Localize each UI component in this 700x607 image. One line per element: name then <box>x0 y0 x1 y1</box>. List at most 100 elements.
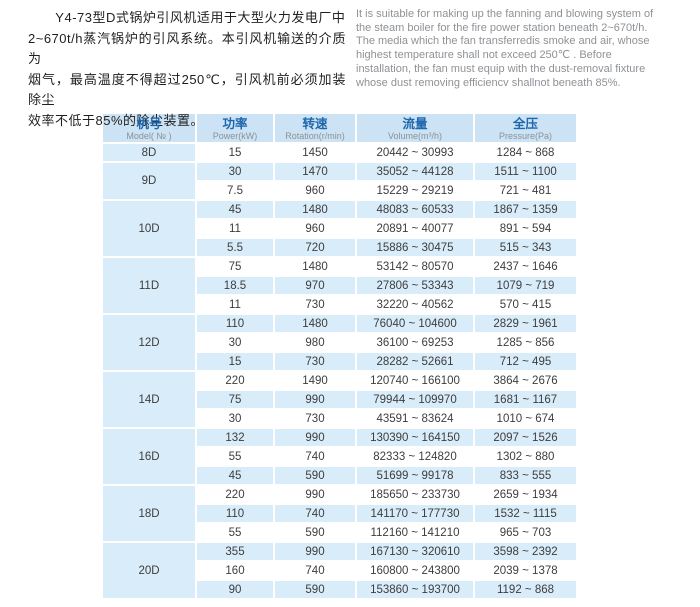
spec-cell-power: 30 <box>197 410 273 427</box>
column-header-zh: 转速 <box>302 116 328 131</box>
spec-cell-rotation: 1480 <box>275 258 355 275</box>
table-row: 75 990 79944 ~ 109970 1681 ~ 1167 <box>103 391 576 408</box>
spec-cell-pressure: 1284 ~ 868 <box>475 144 576 161</box>
table-row: 12D 110 1480 76040 ~ 104600 2829 ~ 1961 <box>103 315 576 370</box>
spec-cell-pressure: 3864 ~ 2676 <box>475 372 576 389</box>
spec-cell-pressure: 2097 ~ 1526 <box>475 429 576 446</box>
column-header-en: Power(kW) <box>212 130 258 141</box>
spec-cell-volume: 153860 ~ 193700 <box>357 581 473 598</box>
spec-cell-volume: 15886 ~ 30475 <box>357 239 473 256</box>
spec-cell-volume: 141170 ~ 177730 <box>357 505 473 522</box>
column-header-en: Volume(m³/h) <box>387 130 442 141</box>
spec-cell-volume: 48083 ~ 60533 <box>357 201 473 218</box>
column-header-zh: 流量 <box>402 116 428 131</box>
spec-cell-power: 11 <box>197 296 273 313</box>
table-row: 14D 220 1490 120740 ~ 166100 3864 ~ 2676 <box>103 372 576 427</box>
intro-paragraph-english: It is suitable for making up the fanning… <box>356 8 654 89</box>
table-row: 18.5 970 27806 ~ 53343 1079 ~ 719 <box>103 277 576 294</box>
table-row: 18D 220 990 185650 ~ 233730 2659 ~ 1934 <box>103 486 576 541</box>
table-row: 10D 45 1480 48083 ~ 60533 1867 ~ 1359 <box>103 201 576 256</box>
column-header-zh: 功率 <box>222 116 248 131</box>
model-cell: 11D <box>103 258 195 313</box>
spec-cell-power: 55 <box>197 524 273 541</box>
spec-cell-rotation: 1480 <box>275 201 355 218</box>
table-row: 9D 30 1470 35052 ~ 44128 1511 ~ 1100 <box>103 163 576 199</box>
spec-cell-volume: 35052 ~ 44128 <box>357 163 473 180</box>
model-cell: 10D <box>103 201 195 256</box>
spec-cell-volume: 167130 ~ 320610 <box>357 543 473 560</box>
spec-cell-power: 110 <box>197 315 273 332</box>
column-header-power: 功率 Power(kW) <box>197 114 273 142</box>
model-cell: 14D <box>103 372 195 427</box>
spec-cell-rotation: 1480 <box>275 315 355 332</box>
spec-cell-power: 220 <box>197 486 273 503</box>
table-row: 30 980 36100 ~ 69253 1285 ~ 856 <box>103 334 576 351</box>
spec-cell-pressure: 721 ~ 481 <box>475 182 576 199</box>
spec-cell-pressure: 3598 ~ 2392 <box>475 543 576 560</box>
spec-cell-power: 132 <box>197 429 273 446</box>
spec-cell-power: 7.5 <box>197 182 273 199</box>
column-header-zh: 全压 <box>512 116 538 131</box>
spec-cell-rotation: 740 <box>275 505 355 522</box>
spec-cell-pressure: 1532 ~ 1115 <box>475 505 576 522</box>
spec-cell-rotation: 990 <box>275 486 355 503</box>
spec-cell-power: 15 <box>197 144 273 161</box>
spec-cell-pressure: 712 ~ 495 <box>475 353 576 370</box>
spec-cell-volume: 185650 ~ 233730 <box>357 486 473 503</box>
spec-cell-rotation: 970 <box>275 277 355 294</box>
spec-cell-rotation: 590 <box>275 581 355 598</box>
spec-cell-rotation: 990 <box>275 391 355 408</box>
spec-cell-pressure: 1681 ~ 1167 <box>475 391 576 408</box>
table-row: 11 960 20891 ~ 40077 891 ~ 594 <box>103 220 576 237</box>
spec-cell-power: 5.5 <box>197 239 273 256</box>
spec-cell-power: 18.5 <box>197 277 273 294</box>
model-cell: 8D <box>103 144 195 161</box>
table-row: 11D 75 1480 53142 ~ 80570 2437 ~ 1646 <box>103 258 576 313</box>
spec-cell-pressure: 1079 ~ 719 <box>475 277 576 294</box>
spec-cell-rotation: 990 <box>275 543 355 560</box>
spec-cell-power: 45 <box>197 467 273 484</box>
spec-cell-rotation: 740 <box>275 562 355 579</box>
column-header-rotation: 转速 Rotation(r/min) <box>275 114 355 142</box>
spec-cell-power: 55 <box>197 448 273 465</box>
column-header-pressure: 全压 Pressure(Pa) <box>475 114 576 142</box>
spec-cell-power: 160 <box>197 562 273 579</box>
spec-cell-power: 75 <box>197 391 273 408</box>
spec-table-head: 机号 Model( № ) 功率 Power(kW) 转速 Rotation(r/min)… <box>103 114 576 142</box>
spec-cell-pressure: 1302 ~ 880 <box>475 448 576 465</box>
column-header-en: Rotation(r/min) <box>285 130 345 141</box>
spec-cell-pressure: 2659 ~ 1934 <box>475 486 576 503</box>
spec-cell-power: 45 <box>197 201 273 218</box>
spec-cell-power: 30 <box>197 334 273 351</box>
spec-cell-power: 90 <box>197 581 273 598</box>
spec-cell-volume: 43591 ~ 83624 <box>357 410 473 427</box>
fan-spec-table: 机号 Model( № ) 功率 Power(kW) 转速 Rotation(r/min)… <box>101 112 578 600</box>
model-cell: 12D <box>103 315 195 370</box>
table-row: 15 730 28282 ~ 52661 712 ~ 495 <box>103 353 576 370</box>
spec-cell-rotation: 960 <box>275 182 355 199</box>
spec-cell-pressure: 2829 ~ 1961 <box>475 315 576 332</box>
table-row: 55 590 112160 ~ 141210 965 ~ 703 <box>103 524 576 541</box>
spec-cell-rotation: 730 <box>275 296 355 313</box>
spec-cell-rotation: 990 <box>275 429 355 446</box>
spec-cell-volume: 76040 ~ 104600 <box>357 315 473 332</box>
column-header-en: Pressure(Pa) <box>498 130 552 141</box>
spec-cell-pressure: 891 ~ 594 <box>475 220 576 237</box>
spec-cell-rotation: 730 <box>275 410 355 427</box>
spec-cell-volume: 27806 ~ 53343 <box>357 277 473 294</box>
spec-cell-pressure: 1010 ~ 674 <box>475 410 576 427</box>
table-row: 30 730 43591 ~ 83624 1010 ~ 674 <box>103 410 576 427</box>
spec-cell-power: 110 <box>197 505 273 522</box>
spec-cell-pressure: 515 ~ 343 <box>475 239 576 256</box>
spec-cell-power: 75 <box>197 258 273 275</box>
spec-cell-power: 15 <box>197 353 273 370</box>
table-row: 11 730 32220 ~ 40562 570 ~ 415 <box>103 296 576 313</box>
spec-cell-volume: 112160 ~ 141210 <box>357 524 473 541</box>
spec-cell-pressure: 2039 ~ 1378 <box>475 562 576 579</box>
spec-cell-volume: 130390 ~ 164150 <box>357 429 473 446</box>
spec-cell-pressure: 1867 ~ 1359 <box>475 201 576 218</box>
column-header-en: Model( № ) <box>126 130 172 141</box>
spec-cell-volume: 15229 ~ 29219 <box>357 182 473 199</box>
table-row: 45 590 51699 ~ 99178 833 ~ 555 <box>103 467 576 484</box>
spec-cell-rotation: 1470 <box>275 163 355 180</box>
